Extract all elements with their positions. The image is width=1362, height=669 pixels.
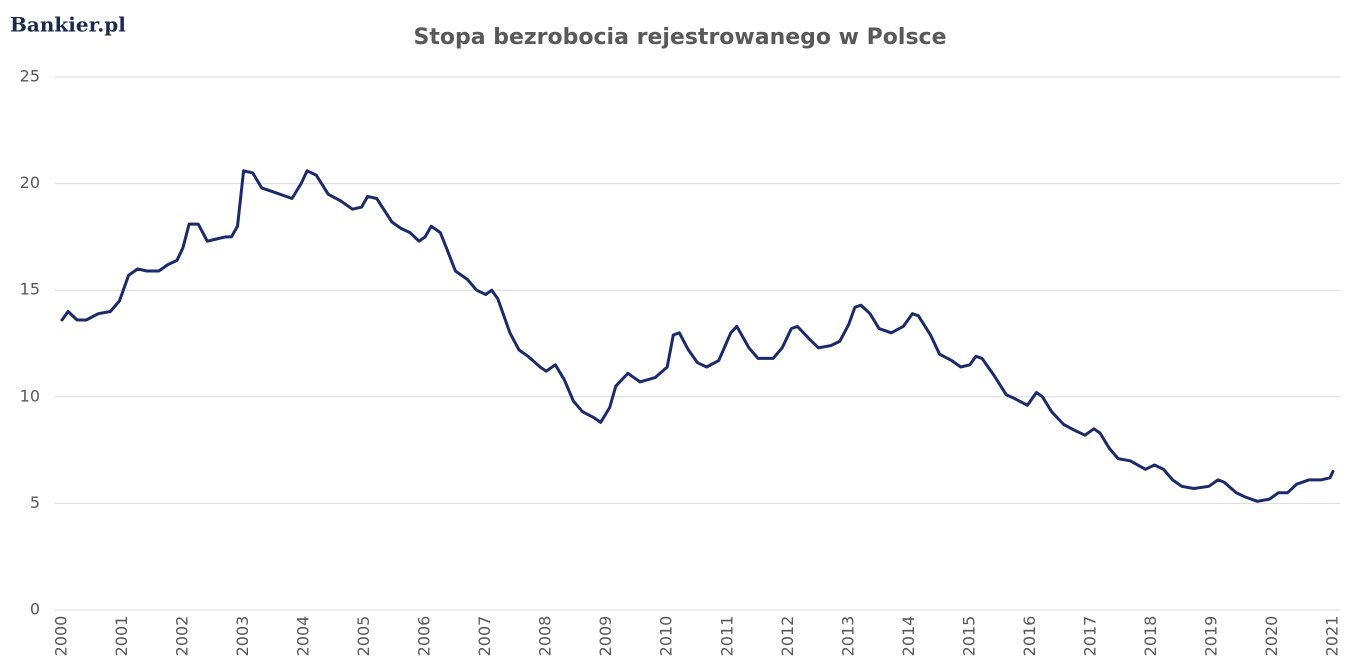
x-tick-label: 2001 — [112, 616, 131, 657]
x-tick-label: 2015 — [959, 616, 978, 657]
y-tick-label: 15 — [20, 280, 40, 299]
y-tick-label: 10 — [20, 386, 40, 405]
x-tick-label: 2000 — [52, 616, 71, 657]
x-tick-label: 2020 — [1262, 616, 1281, 657]
x-tick-label: 2018 — [1141, 616, 1160, 657]
x-tick-label: 2010 — [657, 616, 676, 657]
x-tick-label: 2014 — [899, 616, 918, 657]
x-tick-label: 2019 — [1201, 616, 1220, 657]
x-tick-label: 2006 — [415, 616, 434, 657]
x-tick-label: 2016 — [1020, 616, 1039, 657]
x-tick-label: 2005 — [354, 616, 373, 657]
x-tick-label: 2002 — [173, 616, 192, 657]
y-tick-label: 5 — [30, 493, 40, 512]
chart-title: Stopa bezrobocia rejestrowanego w Polsce — [413, 25, 946, 50]
y-tick-label: 20 — [20, 173, 40, 192]
y-tick-label: 0 — [30, 600, 40, 619]
line — [60, 169, 1335, 503]
x-tick-label: 2009 — [596, 616, 615, 657]
y-tick-label: 25 — [20, 67, 40, 86]
x-tick-label: 2008 — [536, 616, 555, 657]
x-tick-label: 2003 — [233, 616, 252, 657]
x-tick-label: 2012 — [778, 616, 797, 657]
x-tick-label: 2013 — [838, 616, 857, 657]
logo: Bankier.pl — [10, 13, 126, 37]
x-tick-label: 2007 — [475, 616, 494, 657]
x-tick-label: 2004 — [294, 616, 313, 657]
x-tick-label: 2011 — [717, 616, 736, 657]
x-tick-label: 2017 — [1080, 616, 1099, 657]
x-tick-label: 2021 — [1323, 616, 1342, 657]
